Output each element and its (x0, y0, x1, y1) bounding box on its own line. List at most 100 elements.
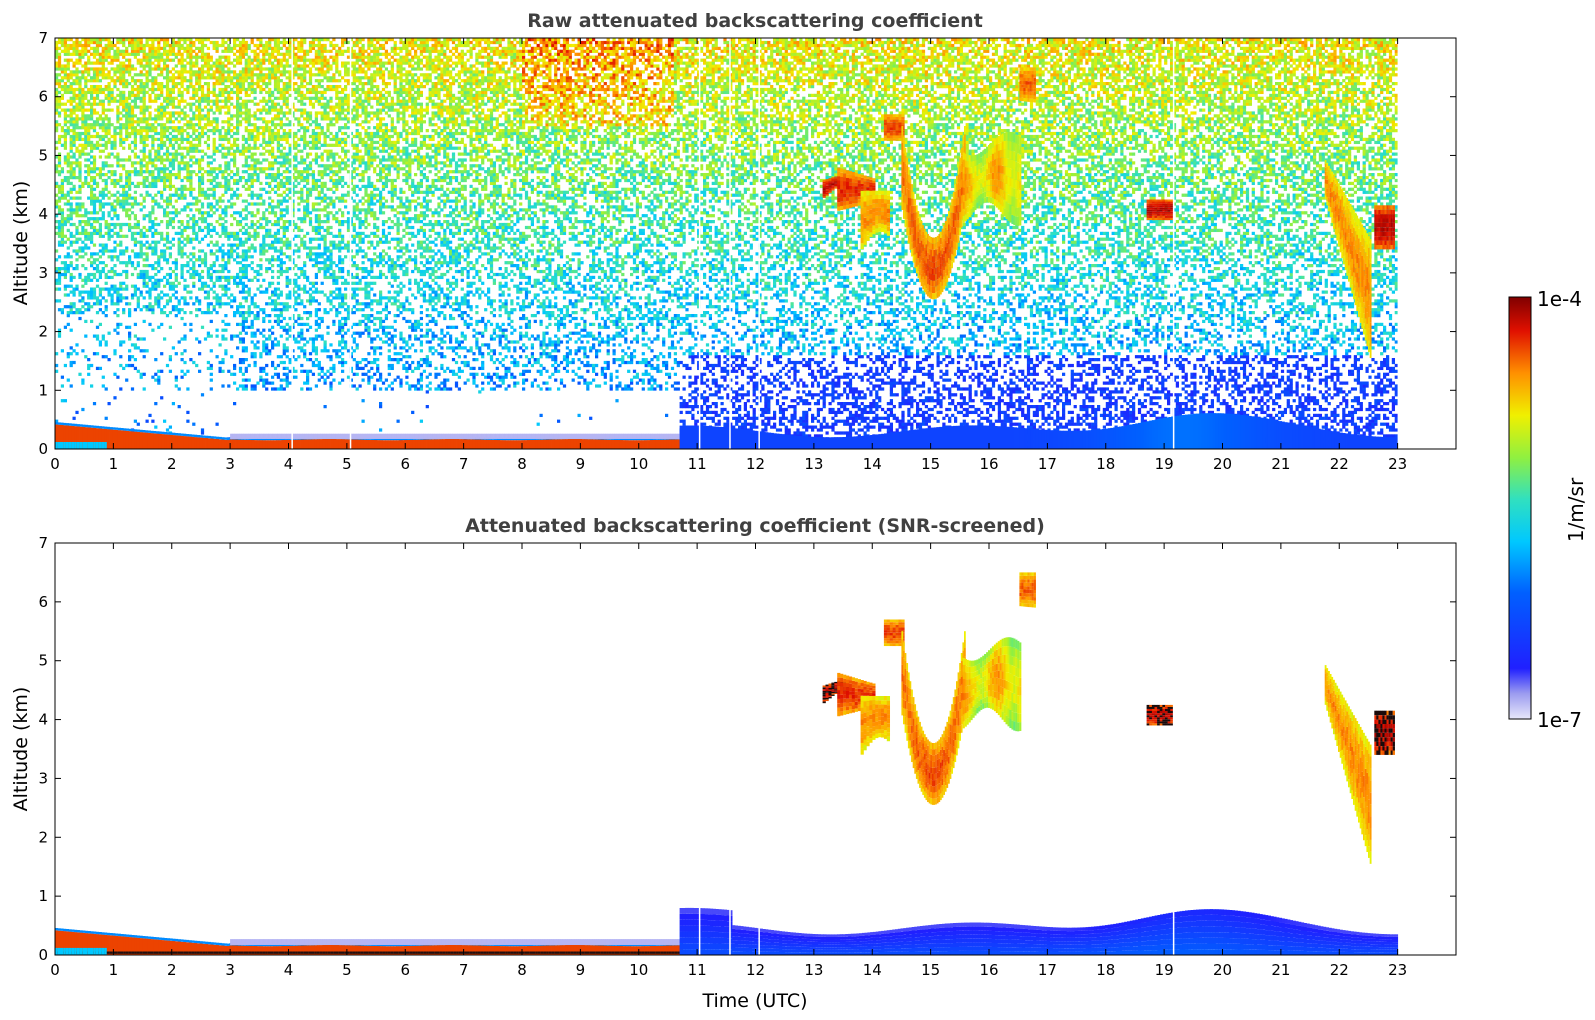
heatmap-cell (206, 123, 211, 127)
heatmap-cell (250, 190, 254, 194)
heatmap-cell (279, 155, 283, 159)
heatmap-cell (136, 58, 140, 62)
heatmap-cell (154, 302, 158, 306)
heatmap-cell (119, 178, 123, 183)
heatmap-cell (154, 64, 158, 68)
heatmap-cell (95, 284, 100, 288)
heatmap-cell (154, 246, 158, 250)
heatmap-cell (133, 126, 138, 130)
heatmap-cell (84, 214, 88, 218)
heatmap-cell (171, 155, 176, 159)
heatmap-cell (139, 193, 143, 197)
heatmap-cell (101, 243, 105, 247)
heatmap-cell (186, 126, 190, 130)
heatmap-cell (183, 164, 187, 168)
heatmap-cell (238, 43, 243, 48)
heatmap-cell (116, 58, 120, 62)
heatmap-cell (92, 217, 97, 221)
heatmap-cell (60, 187, 65, 191)
heatmap-cell (154, 261, 158, 265)
heatmap-cell (183, 337, 187, 341)
heatmap-cell (198, 108, 202, 112)
heatmap-cell (262, 73, 266, 77)
heatmap-cell (273, 46, 278, 51)
heatmap-cell (209, 214, 213, 218)
heatmap-cell (238, 96, 243, 100)
heatmap-cell (262, 49, 266, 53)
heatmap-cell (265, 287, 269, 291)
heatmap-cell (174, 52, 178, 56)
heatmap-cell (174, 314, 178, 318)
heatmap-cell (90, 296, 94, 300)
heatmap-cell (300, 40, 304, 45)
heatmap-cell (250, 129, 254, 133)
heatmap-cell (69, 173, 73, 177)
heatmap-cell (177, 299, 181, 303)
heatmap-cell (203, 311, 208, 315)
heatmap-cell (84, 237, 88, 241)
heatmap-cell (192, 102, 196, 106)
heatmap-cell (238, 114, 243, 118)
heatmap-cell (279, 58, 283, 62)
heatmap-cell (60, 102, 65, 106)
heatmap-cell (265, 90, 269, 95)
heatmap-cell (104, 114, 108, 118)
heatmap-cell (168, 184, 173, 189)
heatmap-cell (212, 205, 216, 209)
heatmap-cell (192, 161, 196, 165)
heatmap-cell (200, 70, 205, 74)
heatmap-cell (148, 58, 152, 62)
heatmap-cell (233, 52, 237, 56)
heatmap-cell (224, 231, 228, 236)
heatmap-cell (288, 293, 292, 297)
heatmap-cell (288, 170, 292, 174)
heatmap-cell (294, 73, 298, 77)
heatmap-cell (273, 214, 278, 218)
heatmap-cell (75, 146, 79, 150)
heatmap-cell (78, 134, 82, 139)
heatmap-cell (101, 123, 105, 127)
heatmap-cell (291, 237, 295, 241)
heatmap-cell (177, 49, 181, 53)
heatmap-cell (285, 255, 289, 259)
heatmap-cell (75, 114, 79, 118)
heatmap-cell (203, 217, 208, 221)
heatmap-cell (268, 381, 272, 385)
heatmap-cell (110, 87, 114, 92)
heatmap-cell (189, 158, 193, 162)
heatmap-cell (218, 264, 222, 268)
heatmap-cell (125, 214, 129, 218)
heatmap-cell (57, 199, 62, 203)
heatmap-cell (130, 64, 135, 68)
heatmap-cell (186, 176, 190, 180)
heatmap-cell (63, 134, 68, 139)
heatmap-cell (212, 76, 216, 80)
heatmap-cell (116, 299, 120, 303)
heatmap-cell (87, 102, 91, 106)
heatmap-cell (244, 387, 248, 391)
heatmap-cell (174, 199, 178, 203)
heatmap-cell (238, 384, 243, 388)
heatmap-cell (250, 278, 254, 282)
heatmap-cell (55, 299, 59, 303)
heatmap-cell (122, 137, 126, 142)
heatmap-cell (227, 79, 231, 83)
heatmap-cell (95, 102, 100, 106)
heatmap-cell (276, 187, 281, 191)
heatmap-cell (192, 422, 196, 426)
heatmap-cell (136, 170, 140, 174)
heatmap-cell (130, 90, 135, 95)
heatmap-cell (151, 126, 155, 130)
heatmap-cell (174, 173, 178, 177)
heatmap-cell (119, 340, 123, 344)
heatmap-cell (125, 137, 129, 142)
heatmap-cell (107, 237, 111, 241)
heatmap-cell (142, 96, 146, 100)
heatmap-cell (174, 70, 178, 74)
heatmap-cell (259, 70, 263, 74)
heatmap-cell (285, 70, 289, 74)
heatmap-cell (200, 134, 205, 139)
heatmap-cell (227, 205, 231, 209)
heatmap-cell (113, 205, 117, 209)
heatmap-cell (110, 43, 114, 48)
